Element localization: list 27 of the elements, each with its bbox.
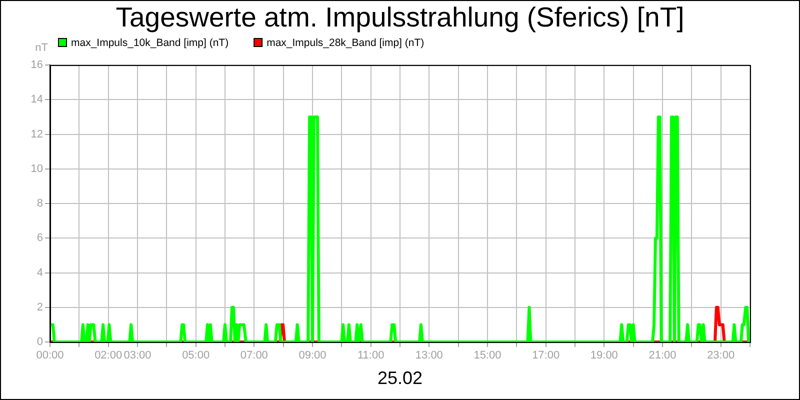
y-tick-label: 14 [30,94,43,106]
x-tick-label: 17:00 [532,350,560,362]
x-tick-label: 23:00 [707,350,735,362]
y-tick-label: 12 [30,128,43,140]
x-tick-label: 03:00 [124,350,152,362]
x-tick-label: 09:00 [298,350,326,362]
x-tick-label: 21:00 [648,350,676,362]
y-tick-label: 6 [36,232,43,244]
x-tick-label: 19:00 [590,350,618,362]
x-tick-label: 05:00 [182,350,210,362]
x-tick-label: 00:00 [36,350,64,362]
chart-title: Tageswerte atm. Impulsstrahlung (Sferics) [nT] [116,2,684,33]
x-tick-label: 11:00 [357,350,384,362]
x-tick-label: 02:00 [94,350,122,362]
y-tick-label: 10 [30,162,43,175]
y-tick-label: 4 [36,266,43,279]
legend-label: max_Impuls_10k_Band [imp] (nT) [71,36,229,49]
y-tick-label: 2 [36,301,43,314]
x-axis-title: 25.02 [377,368,423,388]
x-tick-label: 13:00 [415,350,443,362]
y-tick-label: 8 [36,198,43,210]
x-tick-label: 15:00 [474,350,502,362]
legend-label: max_Impuls_28k_Band [imp] (nT) [266,36,424,49]
y-tick-label: 0 [36,336,43,348]
x-tick-label: 07:00 [240,350,268,362]
y-axis-title: nT [35,42,48,54]
y-tick-label: 16 [30,59,43,72]
